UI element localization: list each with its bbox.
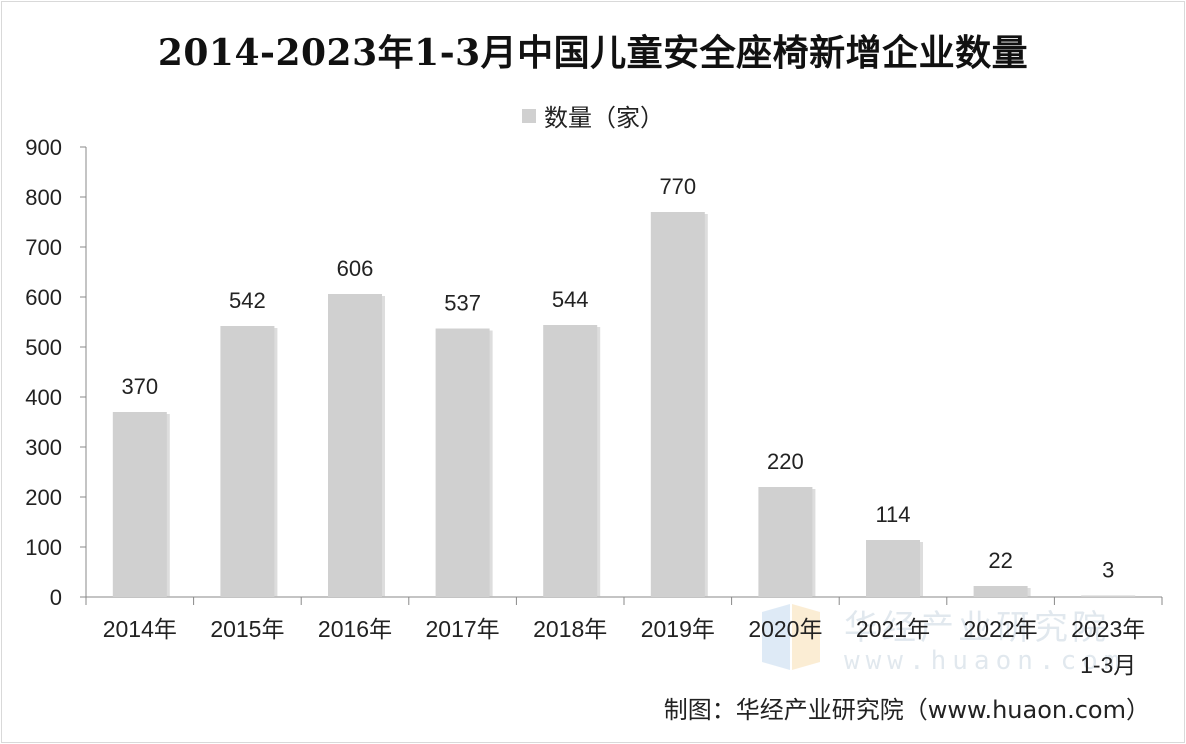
bars bbox=[112, 212, 1136, 597]
bar bbox=[328, 294, 382, 597]
bar bbox=[220, 326, 275, 597]
x-tick-label: 2022年 bbox=[964, 616, 1038, 642]
x-tick-label: 2015年 bbox=[210, 616, 284, 642]
bar bbox=[112, 412, 167, 597]
x-tick-label: 2020年 bbox=[748, 616, 822, 642]
watermark-url: www.huaon.com bbox=[844, 646, 1126, 676]
y-tick-label: 500 bbox=[25, 335, 62, 360]
bar bbox=[973, 586, 1028, 597]
data-label: 220 bbox=[767, 449, 804, 474]
bar bbox=[1081, 595, 1136, 597]
y-tick-label: 200 bbox=[25, 485, 62, 510]
data-label: 22 bbox=[988, 548, 1012, 573]
source-note: 制图：华经产业研究院（www.huaon.com） bbox=[663, 696, 1150, 724]
y-tick-label: 300 bbox=[25, 435, 62, 460]
data-label: 537 bbox=[444, 291, 481, 316]
bar bbox=[543, 325, 598, 597]
x-tick-label: 1-3月 bbox=[1080, 652, 1136, 678]
watermark-name: 华经产业研究院 bbox=[844, 608, 1110, 648]
x-tick-label: 2021年 bbox=[856, 616, 930, 642]
chart-title: 2014-2023年1-3月中国儿童安全座椅新增企业数量 bbox=[157, 32, 1029, 74]
data-label: 544 bbox=[552, 287, 589, 312]
data-label: 542 bbox=[229, 288, 266, 313]
labels: 370 2014年 542 2015年 606 2016年 537 2017年 544 2018年… bbox=[103, 174, 1146, 678]
x-tick-label: 2016年 bbox=[318, 616, 392, 642]
legend-swatch bbox=[522, 108, 536, 123]
x-tick-label: 2019年 bbox=[641, 616, 715, 642]
bar bbox=[435, 328, 490, 597]
y-tick-label: 900 bbox=[25, 135, 62, 160]
y-tick-label: 600 bbox=[25, 285, 62, 310]
data-label: 114 bbox=[875, 502, 910, 527]
x-tick-label: 2023年 bbox=[1071, 616, 1145, 642]
y-tick-label: 400 bbox=[25, 385, 62, 410]
y-tick-label: 100 bbox=[25, 535, 62, 560]
watermark: 华经产业研究院 www.huaon.com bbox=[762, 600, 1142, 680]
data-label: 3 bbox=[1102, 558, 1114, 583]
y-tick-label: 700 bbox=[25, 235, 62, 260]
data-label: 770 bbox=[659, 174, 696, 199]
data-label: 606 bbox=[337, 256, 374, 281]
legend-label: 数量（家） bbox=[544, 104, 664, 132]
y-tick-label: 0 bbox=[50, 585, 62, 610]
bar bbox=[650, 212, 705, 597]
x-tick-label: 2014年 bbox=[103, 616, 177, 642]
x-tick-label: 2017年 bbox=[426, 616, 500, 642]
watermark-logo bbox=[762, 604, 820, 670]
x-tick-label: 2018年 bbox=[533, 616, 607, 642]
y-tick-label: 800 bbox=[25, 185, 62, 210]
data-label: 370 bbox=[121, 374, 158, 399]
bar bbox=[758, 487, 813, 597]
bar bbox=[866, 540, 920, 597]
legend: 数量（家） bbox=[0, 98, 1186, 133]
